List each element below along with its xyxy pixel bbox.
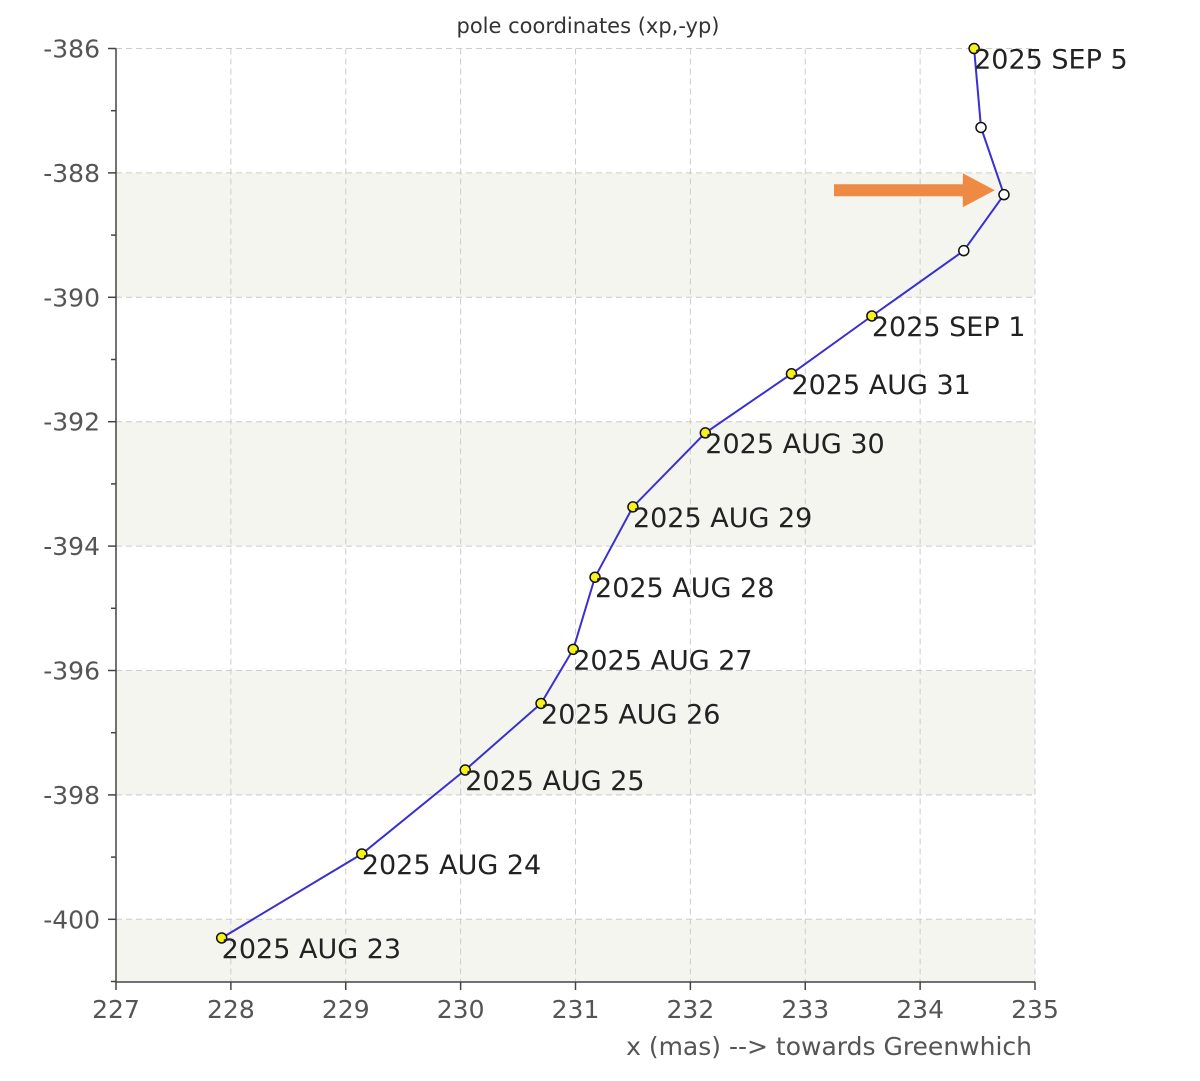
y-tick-label: -396 — [43, 657, 100, 686]
data-label: 2025 AUG 26 — [541, 699, 720, 730]
x-tick-label: 232 — [667, 995, 715, 1024]
predicted-point — [975, 121, 987, 134]
data-label: 2025 AUG 27 — [573, 645, 752, 676]
y-tick-label: -394 — [43, 532, 100, 561]
data-label: 2025 AUG 24 — [362, 850, 541, 881]
y-tick-label: -398 — [43, 781, 100, 810]
data-label: 2025 AUG 28 — [595, 573, 774, 604]
y-tick-label: -386 — [43, 35, 100, 64]
y-tick-label: -388 — [43, 159, 100, 188]
y-tick-label: -392 — [43, 408, 100, 437]
y-tick-label: -400 — [43, 905, 100, 934]
x-tick-label: 229 — [322, 995, 370, 1024]
y-tick-label: -390 — [43, 283, 100, 312]
x-axis-label: x (mas) --> towards Greenwhich — [626, 1032, 1032, 1061]
data-point — [699, 427, 712, 439]
chart-title: pole coordinates (xp,-yp) — [456, 14, 719, 38]
arrow-annotation — [834, 173, 995, 208]
data-point — [215, 932, 228, 944]
x-tick-label: 227 — [92, 995, 140, 1024]
x-axis-ticks: 227 228 229 230 231 232 233 234 235 — [92, 982, 1059, 1024]
data-point — [866, 310, 878, 322]
data-label: 2025 SEP 5 — [974, 45, 1128, 76]
data-point — [459, 764, 471, 776]
series-group: 2025 AUG 23 2025 AUG 24 2025 AUG 25 2025 AU… — [215, 42, 1128, 965]
x-tick-label: 231 — [552, 995, 600, 1024]
x-tick-label: 234 — [896, 995, 944, 1024]
data-point — [627, 501, 639, 513]
x-tick-label: 233 — [781, 995, 829, 1024]
x-tick-label: 235 — [1011, 995, 1059, 1024]
data-point — [567, 643, 579, 656]
data-label: 2025 AUG 31 — [791, 370, 970, 401]
y-axis-ticks: -386 -388 -390 -392 -394 -396 -398 -400 — [43, 35, 116, 983]
data-label: 2025 AUG 23 — [222, 934, 401, 965]
data-point — [535, 697, 547, 710]
data-label: 2025 AUG 25 — [465, 766, 644, 797]
data-point — [356, 848, 368, 860]
data-point — [785, 368, 798, 380]
predicted-point — [998, 188, 1010, 201]
data-label: 2025 SEP 1 — [872, 312, 1026, 343]
data-point — [968, 42, 980, 55]
predicted-point — [958, 244, 970, 257]
data-label: 2025 AUG 30 — [705, 429, 884, 460]
data-label: 2025 AUG 29 — [633, 503, 812, 534]
annotations — [834, 173, 995, 208]
series-line — [221, 48, 1006, 939]
data-point — [589, 571, 601, 583]
x-tick-label: 228 — [207, 995, 255, 1024]
x-tick-label: 230 — [437, 995, 485, 1024]
